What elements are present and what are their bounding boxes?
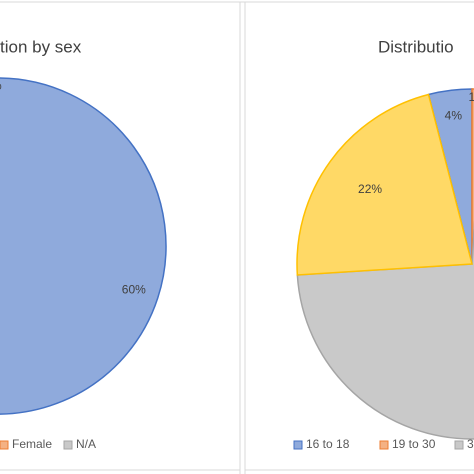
legend-label: 16 to 18 [306, 437, 350, 451]
pie-slice [296, 93, 473, 276]
legend-swatch [293, 440, 303, 450]
legend-label: Female [12, 437, 52, 451]
legend-swatch [63, 440, 73, 450]
chart-title: Distributio [378, 37, 454, 56]
chart-title: tion by sex [0, 37, 82, 56]
legend-label: N/A [76, 437, 96, 451]
pie-slice [296, 220, 474, 440]
data-label: 4% [445, 109, 463, 123]
legend-swatch [454, 440, 464, 450]
data-label: 22% [358, 182, 382, 196]
legend-label: 31 t [467, 437, 474, 451]
data-label: 60% [122, 282, 146, 296]
pie-slice [0, 77, 167, 415]
legend-label: 19 to 30 [392, 437, 436, 451]
data-label: 1% [0, 79, 2, 93]
legend-swatch [0, 440, 9, 450]
legend-swatch [379, 440, 389, 450]
data-label: 1% [469, 90, 474, 104]
